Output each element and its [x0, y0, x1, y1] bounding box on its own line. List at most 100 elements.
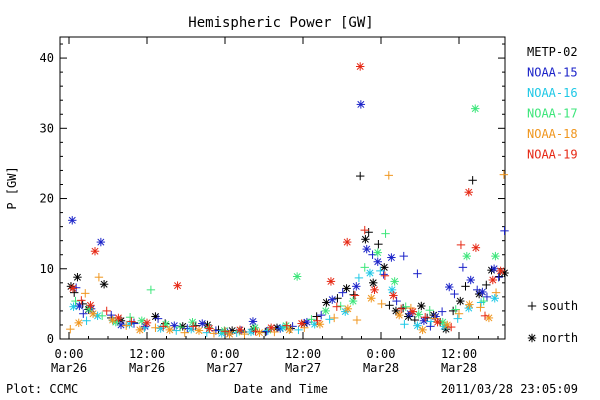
data-point [445, 282, 454, 292]
data-point [349, 290, 358, 299]
y-tick-label: 20 [40, 192, 54, 206]
x-tick-label-date: Mar27 [285, 361, 321, 375]
data-point [81, 289, 90, 298]
data-point [300, 323, 309, 332]
data-point [417, 301, 426, 311]
legend-marker [527, 301, 537, 311]
data-point [343, 304, 353, 313]
data-point [464, 188, 473, 197]
x-tick-label-time: 12:00 [129, 347, 165, 361]
data-point [495, 272, 504, 281]
data-point [342, 284, 351, 293]
data-point [352, 282, 361, 291]
series-noaa-17 [71, 104, 500, 336]
data-point [321, 306, 330, 316]
data-point [116, 320, 126, 330]
data-point [262, 327, 271, 336]
data-point [380, 271, 390, 280]
data-point [419, 316, 429, 325]
data-point [500, 226, 509, 236]
data-point [471, 104, 480, 113]
data-point [127, 317, 136, 326]
data-point [317, 310, 326, 320]
data-point [471, 243, 481, 252]
data-point [374, 239, 383, 249]
data-point [125, 313, 135, 322]
data-point [79, 309, 88, 318]
data-point [373, 257, 382, 266]
data-point [361, 235, 370, 244]
data-point [443, 320, 452, 330]
data-point [294, 325, 303, 335]
series-noaa-19 [68, 62, 505, 336]
data-point [97, 311, 107, 321]
y-axis-label: P [GW] [5, 166, 19, 209]
data-point [68, 216, 77, 225]
data-point [450, 289, 459, 299]
data-point [399, 251, 408, 261]
data-point [68, 284, 78, 293]
data-point [461, 282, 470, 291]
data-point [350, 291, 360, 300]
data-point [73, 272, 82, 282]
data-point [220, 327, 230, 336]
data-point [387, 253, 396, 262]
data-point [408, 307, 418, 316]
data-point [225, 329, 234, 339]
data-point [468, 176, 477, 185]
x-tick-label-time: 0:00 [367, 347, 396, 361]
plot-area [59, 36, 506, 340]
data-point [102, 306, 111, 316]
data-point [202, 328, 211, 337]
data-point [209, 329, 219, 338]
data-point [282, 321, 291, 330]
data-point [373, 248, 382, 257]
x-axis-label: Date and Time [234, 382, 328, 396]
x-tick-label-time: 12:00 [441, 347, 477, 361]
legend-marker-label: south [542, 299, 578, 313]
data-point [381, 229, 390, 238]
data-point [66, 324, 75, 334]
chart-title: Hemispheric Power [GW] [188, 15, 373, 31]
data-point [456, 240, 466, 250]
data-point [421, 313, 430, 322]
data-point [451, 305, 460, 314]
data-point [74, 318, 83, 328]
data-point [370, 285, 379, 295]
data-point [330, 313, 339, 323]
data-point [425, 306, 434, 315]
data-point [458, 263, 468, 272]
data-point [360, 263, 369, 272]
data-point [400, 320, 409, 329]
data-point [328, 295, 337, 304]
data-point [454, 309, 464, 318]
legend-entry: NOAA-18 [527, 127, 578, 141]
data-point [348, 296, 358, 306]
y-tick-label: 0 [47, 332, 54, 346]
data-point [356, 171, 365, 181]
series-noaa-15 [68, 100, 509, 337]
plot-frame [59, 36, 506, 340]
data-point [482, 292, 492, 302]
data-point [413, 269, 422, 278]
data-point [488, 275, 497, 285]
data-point [365, 268, 375, 278]
data-point [108, 315, 117, 325]
data-point [88, 309, 98, 318]
data-point [188, 322, 198, 331]
data-point [99, 280, 109, 289]
plot-timestamp: 2011/03/28 23:05:09 [441, 382, 578, 396]
x-tick-label-time: 12:00 [285, 347, 321, 361]
x-tick-label-date: Mar27 [207, 361, 243, 375]
data-point [354, 273, 364, 283]
legend-entry: METP-02 [527, 45, 578, 59]
data-point [122, 321, 131, 330]
data-point [465, 300, 474, 309]
data-point [332, 302, 341, 311]
data-point [235, 325, 245, 335]
data-point [406, 303, 416, 313]
data-point [135, 325, 145, 335]
y-tick-label: 40 [40, 51, 54, 65]
legend-entry: NOAA-15 [527, 66, 578, 80]
data-point [489, 264, 499, 273]
